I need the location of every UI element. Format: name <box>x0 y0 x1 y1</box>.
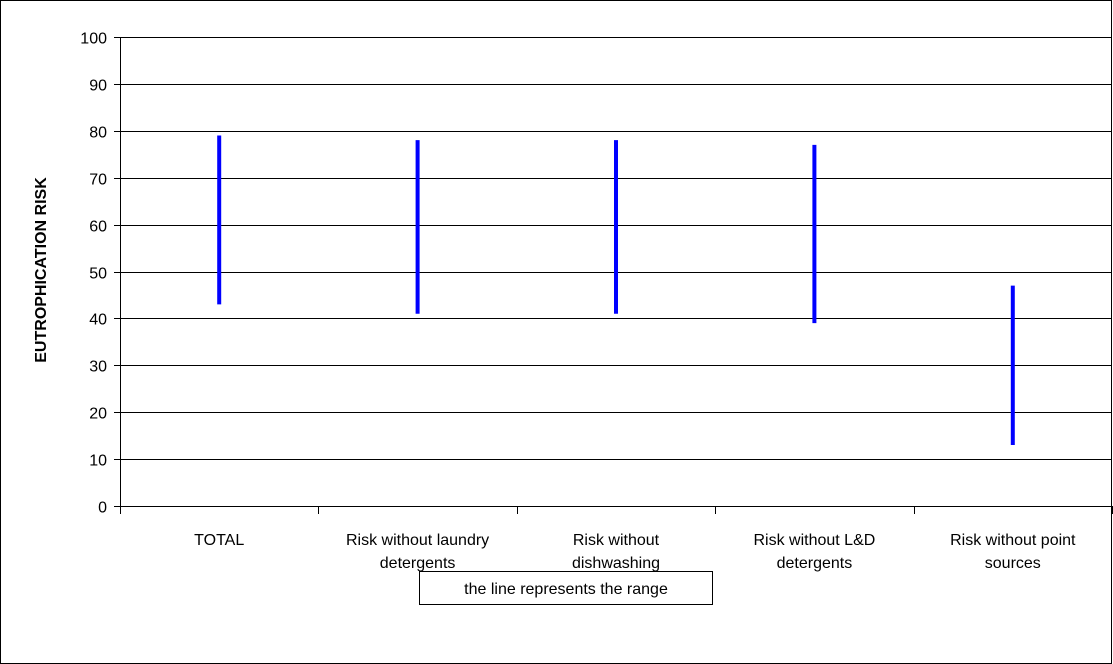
x-category-label: Risk without laundry detergents <box>346 532 489 572</box>
y-tick-labels: 0 10 20 30 40 50 60 70 80 90 100 <box>80 31 107 517</box>
legend-box <box>419 571 713 605</box>
y-tick-label: 80 <box>89 125 107 142</box>
y-tick-label: 20 <box>89 406 107 423</box>
x-category-label: Risk without point sources <box>950 532 1076 572</box>
y-tick-label: 60 <box>89 219 107 236</box>
x-category-labels: TOTAL Risk without laundry detergents Risk … <box>194 532 1076 595</box>
x-category-label: TOTAL <box>194 532 244 549</box>
legend: the line represents the range <box>419 571 713 605</box>
y-tick-label: 90 <box>89 78 107 95</box>
y-tick-label: 100 <box>80 31 107 48</box>
y-tick-label: 0 <box>98 500 107 517</box>
y-tick-label: 40 <box>89 312 107 329</box>
range-lines <box>217 135 1015 446</box>
y-tick-label: 30 <box>89 359 107 376</box>
y-tick-label: 50 <box>89 266 107 283</box>
axes <box>114 37 1113 514</box>
x-category-label: Risk without L&D detergents <box>753 532 875 572</box>
y-tick-label: 10 <box>89 453 107 470</box>
y-tick-label: 70 <box>89 172 107 189</box>
legend-text: the line represents the range <box>464 581 668 598</box>
y-axis-label: EUTROPHICATION RISK <box>33 177 50 363</box>
